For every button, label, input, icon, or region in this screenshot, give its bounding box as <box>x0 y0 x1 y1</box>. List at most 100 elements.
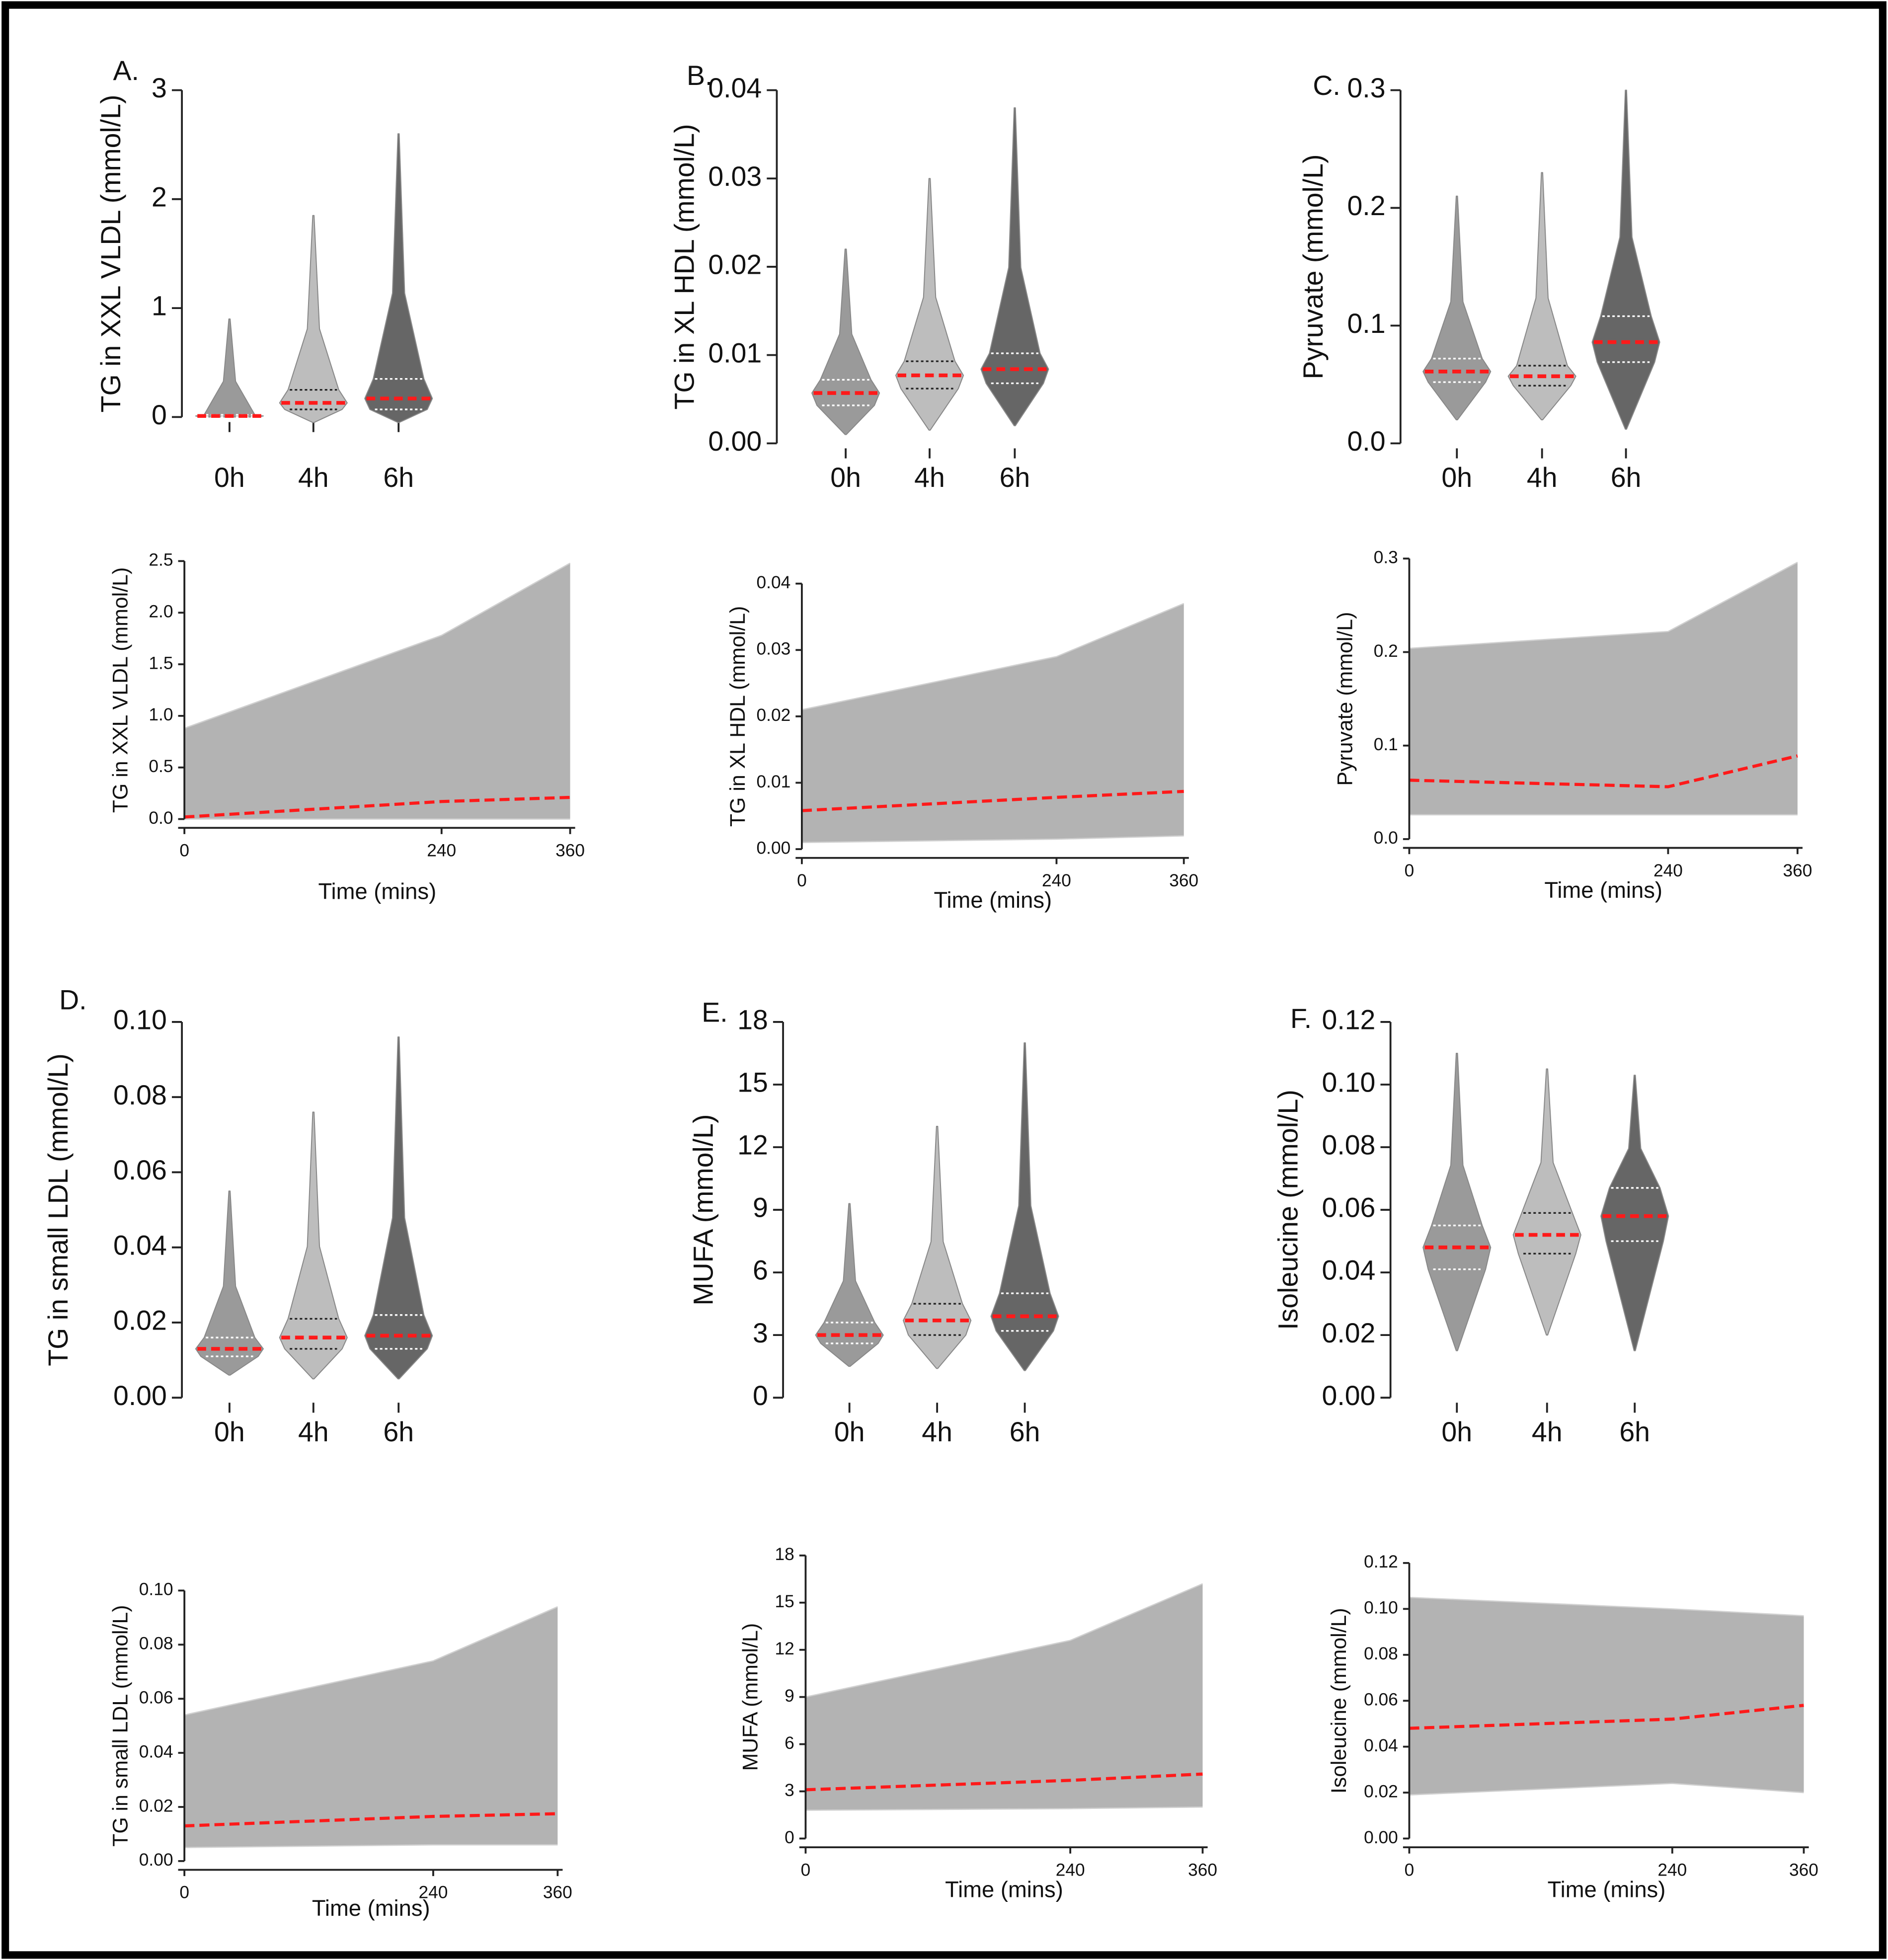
x-axis-label: Time (mins) <box>945 1877 1063 1902</box>
x-tick-label: 0 <box>179 841 189 860</box>
panel-label: A. <box>113 55 139 86</box>
y-tick-label: 0.00 <box>139 1850 173 1870</box>
x-axis-label: Time (mins) <box>312 1895 430 1921</box>
violin <box>811 248 880 435</box>
x-tick-label: 0h <box>214 1416 245 1447</box>
y-tick-label: 0.06 <box>113 1155 167 1185</box>
x-tick-label: 0 <box>179 1883 189 1902</box>
y-tick-label: 0.04 <box>1364 1736 1398 1755</box>
y-tick-label: 0.1 <box>1347 308 1385 339</box>
trajectory-line <box>1409 561 1798 649</box>
y-tick-label: 0.3 <box>1374 548 1398 567</box>
y-tick-label: 0.02 <box>708 249 762 280</box>
violin <box>1507 172 1576 420</box>
y-tick-label: 0.01 <box>708 337 762 368</box>
y-tick-label: 0.03 <box>757 639 791 659</box>
violin <box>1512 1068 1581 1336</box>
y-tick-label: 0.04 <box>757 573 791 592</box>
x-tick-label: 0h <box>1441 1416 1472 1447</box>
y-tick-label: 0 <box>152 399 167 430</box>
mean-line <box>184 795 570 819</box>
trajectory-line <box>805 1806 1203 1811</box>
y-tick-label: 0.00 <box>1364 1828 1398 1847</box>
y-tick-label: 0.02 <box>757 706 791 725</box>
x-tick-label: 6h <box>1611 462 1642 493</box>
x-tick-label: 240 <box>419 1883 448 1902</box>
y-tick-label: 0.10 <box>1322 1067 1375 1098</box>
mean-line <box>1409 754 1798 788</box>
y-tick-label: 0.12 <box>1322 1005 1375 1035</box>
y-tick-label: 2.0 <box>149 602 173 621</box>
violin <box>1422 195 1492 420</box>
y-tick-label: 0.00 <box>757 838 791 858</box>
y-axis-label: Pyruvate (mmol/L) <box>1298 155 1329 380</box>
panel-label: E. <box>702 997 727 1027</box>
y-axis-label: TG in small LDL (mmol/L) <box>108 1605 132 1846</box>
y-tick-label: 9 <box>785 1686 794 1706</box>
x-axis-label: Time (mins) <box>1544 877 1662 903</box>
x-tick-label: 6h <box>383 462 414 493</box>
violin <box>195 1190 264 1376</box>
x-tick-label: 0 <box>797 871 807 890</box>
y-tick-label: 0.10 <box>1364 1598 1398 1618</box>
y-tick-label: 0.04 <box>113 1230 167 1260</box>
x-tick-label: 4h <box>298 1416 329 1447</box>
y-tick-label: 0.12 <box>1364 1552 1398 1571</box>
trajectory-line <box>801 603 1184 710</box>
y-tick-label: 0.01 <box>757 772 791 791</box>
panel-label: B. <box>687 60 712 91</box>
y-tick-label: 6 <box>753 1255 768 1286</box>
x-tick-label: 6h <box>1619 1416 1650 1447</box>
trajectory-line <box>805 1583 1203 1698</box>
x-tick-label: 0h <box>834 1416 865 1447</box>
y-tick-label: 0.02 <box>1364 1782 1398 1801</box>
y-tick-label: 0.0 <box>1374 828 1398 848</box>
violin <box>1600 1075 1669 1351</box>
mean-line <box>1409 1704 1804 1730</box>
x-tick-label: 0h <box>214 462 245 493</box>
x-tick-label: 360 <box>555 841 585 860</box>
y-tick-label: 3 <box>753 1318 768 1348</box>
trajectory-envelope <box>805 1583 1203 1810</box>
x-tick-label: 4h <box>1527 462 1558 493</box>
x-tick-label: 0 <box>1405 1860 1415 1880</box>
y-tick-label: 0.2 <box>1374 641 1398 661</box>
y-tick-label: 15 <box>775 1592 794 1611</box>
y-tick-label: 18 <box>775 1545 794 1564</box>
x-tick-label: 360 <box>1783 861 1812 880</box>
trajectory-line <box>184 562 571 729</box>
violin <box>279 215 348 423</box>
x-tick-label: 6h <box>1010 1416 1040 1447</box>
mean-line <box>805 1772 1203 1792</box>
trajectory-envelope <box>1409 1597 1804 1795</box>
violin <box>990 1042 1059 1371</box>
y-tick-label: 0.00 <box>113 1380 167 1411</box>
y-tick-label: 0.1 <box>1374 735 1398 754</box>
y-axis-label: MUFA (mmol/L) <box>688 1114 718 1306</box>
violin <box>895 178 964 431</box>
x-tick-label: 4h <box>922 1416 952 1447</box>
violin <box>279 1111 348 1380</box>
y-axis-label: TG in small LDL (mmol/L) <box>43 1053 74 1366</box>
violin <box>1591 89 1660 430</box>
y-tick-label: 1.0 <box>149 705 173 724</box>
violin <box>815 1203 884 1367</box>
y-tick-label: 0.08 <box>113 1080 167 1110</box>
x-tick-label: 360 <box>1188 1860 1217 1880</box>
y-tick-label: 15 <box>737 1067 768 1098</box>
y-axis-label: MUFA (mmol/L) <box>738 1623 762 1771</box>
y-axis-label: Isoleucine (mmol/L) <box>1327 1608 1351 1794</box>
y-tick-label: 0.08 <box>139 1634 173 1653</box>
x-tick-label: 240 <box>427 841 456 860</box>
x-tick-label: 360 <box>1789 1860 1818 1880</box>
y-tick-label: 0.2 <box>1347 190 1385 221</box>
y-tick-label: 0.10 <box>139 1580 173 1599</box>
trajectory-line <box>801 835 1184 843</box>
x-tick-label: 240 <box>1657 1860 1687 1880</box>
x-axis-label: Time (mins) <box>1548 1877 1666 1902</box>
x-axis-label: Time (mins) <box>934 887 1052 913</box>
y-axis-label: Isoleucine (mmol/L) <box>1273 1090 1304 1330</box>
x-tick-label: 4h <box>914 462 945 493</box>
y-axis-label: TG in XXL VLDL (mmol/L) <box>108 567 132 813</box>
y-tick-label: 0.04 <box>139 1742 173 1761</box>
